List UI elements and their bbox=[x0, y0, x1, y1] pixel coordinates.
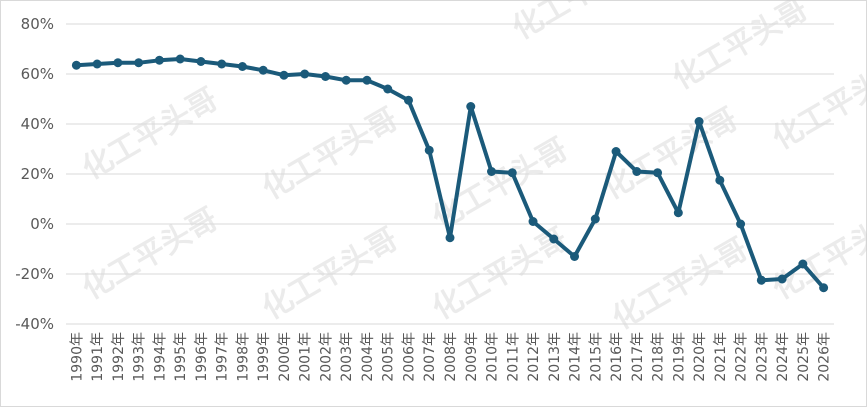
watermark-text: 化工平头哥 bbox=[507, 0, 654, 47]
watermark-text: 化工平头哥 bbox=[607, 232, 754, 337]
data-point bbox=[736, 219, 746, 229]
data-point bbox=[487, 167, 497, 176]
x-tick-label: 1997年 bbox=[215, 332, 231, 382]
x-tick-label: 2017年 bbox=[630, 332, 646, 382]
x-tick-label: 1993年 bbox=[132, 332, 148, 382]
watermark-text: 化工平头哥 bbox=[667, 0, 814, 97]
x-tick-label: 2015年 bbox=[588, 332, 604, 382]
data-point bbox=[154, 55, 164, 65]
data-point bbox=[424, 145, 434, 155]
x-tick-label: 2007年 bbox=[422, 332, 438, 382]
x-tick-label: 2021年 bbox=[713, 332, 729, 382]
x-tick-label: 2000年 bbox=[277, 332, 293, 382]
data-point bbox=[362, 75, 372, 85]
x-tick-label: 1991年 bbox=[90, 332, 106, 382]
x-tick-label: 2024年 bbox=[775, 332, 791, 382]
data-point bbox=[632, 167, 642, 176]
data-point bbox=[341, 75, 351, 85]
y-tick-label: 80% bbox=[21, 15, 54, 33]
x-tick-label: 2011年 bbox=[505, 332, 521, 382]
series-points bbox=[71, 54, 829, 293]
data-point bbox=[507, 168, 517, 178]
x-tick-label: 2012年 bbox=[526, 332, 542, 382]
x-tick-label: 2003年 bbox=[339, 332, 355, 382]
watermark-text: 化工平头哥 bbox=[427, 132, 574, 237]
x-tick-label: 2005年 bbox=[381, 332, 397, 382]
data-point bbox=[92, 59, 102, 69]
y-tick-label: 20% bbox=[21, 165, 54, 183]
data-point bbox=[819, 283, 829, 293]
y-axis-ticks: -40% -20% 0% 20% 40% 60% 80% bbox=[15, 15, 54, 333]
data-point bbox=[300, 69, 310, 79]
data-point bbox=[237, 62, 247, 71]
data-point bbox=[196, 57, 206, 66]
watermark-text: 化工平头哥 bbox=[767, 202, 867, 307]
x-axis-ticks: 1990年 1991年 1992年 1993年 1994年 1995年 1996年 1997年… bbox=[69, 332, 832, 382]
data-point bbox=[175, 54, 185, 64]
data-point bbox=[217, 59, 227, 69]
data-point bbox=[134, 58, 144, 68]
y-tick-label: 40% bbox=[21, 115, 54, 133]
x-tick-label: 2020年 bbox=[692, 332, 708, 382]
x-tick-label: 2002年 bbox=[318, 332, 334, 382]
data-point bbox=[549, 234, 559, 244]
x-tick-label: 2004年 bbox=[360, 332, 376, 382]
x-tick-label: 2019年 bbox=[671, 332, 687, 382]
data-point bbox=[756, 275, 766, 285]
x-tick-label: 1999年 bbox=[256, 332, 272, 382]
data-point bbox=[798, 259, 808, 269]
data-point bbox=[673, 208, 683, 218]
data-point bbox=[715, 175, 725, 185]
x-tick-label: 2014年 bbox=[568, 332, 584, 382]
x-tick-label: 1990年 bbox=[69, 332, 85, 382]
watermark-text: 化工平头哥 bbox=[77, 202, 224, 307]
x-tick-label: 1996年 bbox=[194, 332, 210, 382]
data-point bbox=[71, 60, 81, 70]
x-tick-label: 2022年 bbox=[734, 332, 750, 382]
x-tick-label: 1994年 bbox=[152, 332, 168, 382]
data-point bbox=[653, 168, 663, 178]
x-tick-label: 1995年 bbox=[173, 332, 189, 382]
data-point bbox=[279, 70, 289, 80]
y-tick-label: -20% bbox=[15, 265, 54, 283]
x-tick-label: 1998年 bbox=[235, 332, 251, 382]
y-tick-label: 60% bbox=[21, 65, 54, 83]
x-tick-label: 2006年 bbox=[401, 332, 417, 382]
x-tick-label: 2001年 bbox=[298, 332, 314, 382]
x-tick-label: 2023年 bbox=[754, 332, 770, 382]
data-point bbox=[611, 147, 621, 156]
x-tick-label: 2013年 bbox=[547, 332, 563, 382]
data-point bbox=[528, 217, 538, 226]
watermark-text: 化工平头哥 bbox=[257, 102, 404, 207]
y-tick-label: -40% bbox=[15, 315, 54, 333]
x-tick-label: 2009年 bbox=[464, 332, 480, 382]
x-tick-label: 2010年 bbox=[485, 332, 501, 382]
watermark-text: 化工平头哥 bbox=[77, 82, 224, 187]
x-tick-label: 2025年 bbox=[796, 332, 812, 382]
watermark-text: 化工平头哥 bbox=[767, 52, 867, 157]
data-point bbox=[113, 58, 123, 68]
grid-lines bbox=[66, 23, 834, 325]
data-point bbox=[590, 214, 600, 224]
x-tick-label: 2026年 bbox=[817, 332, 833, 382]
data-point bbox=[403, 95, 413, 105]
data-point bbox=[258, 65, 268, 75]
data-point bbox=[694, 117, 704, 126]
x-tick-label: 2008年 bbox=[443, 332, 459, 382]
x-tick-label: 2016年 bbox=[609, 332, 625, 382]
data-point bbox=[383, 84, 393, 94]
data-point bbox=[466, 102, 476, 111]
x-tick-label: 1992年 bbox=[111, 332, 127, 382]
y-tick-label: 0% bbox=[30, 215, 54, 233]
data-point bbox=[320, 72, 330, 81]
data-point bbox=[777, 274, 787, 284]
x-tick-label: 2018年 bbox=[651, 332, 667, 382]
data-point bbox=[570, 252, 580, 261]
data-point bbox=[445, 233, 455, 243]
